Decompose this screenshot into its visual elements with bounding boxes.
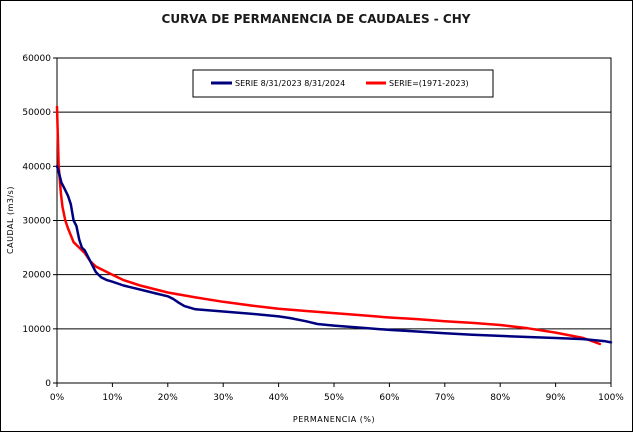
x-tick-label: 30% bbox=[213, 393, 233, 403]
x-axis-title: PERMANENCIA (%) bbox=[293, 415, 375, 424]
series-line-serie-2023-2024 bbox=[55, 165, 613, 344]
y-axis-ticks: 0 10000 20000 30000 40000 50000 60000 bbox=[22, 54, 57, 389]
x-tick-label: 20% bbox=[158, 393, 178, 403]
x-tick-label: 50% bbox=[324, 393, 344, 403]
legend: SERIE 8/31/2023 8/31/2024 SERIE=(1971-20… bbox=[192, 69, 494, 98]
gridlines bbox=[57, 111, 611, 330]
y-tick-label: 10000 bbox=[22, 325, 51, 335]
chart-title: CURVA DE PERMANENCIA DE CAUDALES - CHY bbox=[162, 12, 471, 26]
legend-box bbox=[192, 69, 494, 98]
series-lines bbox=[55, 105, 613, 346]
x-tick-label: 90% bbox=[546, 393, 566, 403]
x-tick-label: 60% bbox=[379, 393, 399, 403]
y-axis-title: CAUDAL (m3/s) bbox=[6, 186, 15, 254]
y-tick-label: 60000 bbox=[22, 54, 51, 64]
y-tick-label: 50000 bbox=[22, 108, 51, 118]
legend-label-serie-1971-2023: SERIE=(1971-2023) bbox=[389, 79, 469, 88]
y-tick-label: 30000 bbox=[22, 217, 51, 227]
x-axis-ticks: 0% 10% 20% 30% 40% 50% 60% 70% 80% 90% 100% bbox=[50, 383, 624, 403]
y-tick-label: 40000 bbox=[22, 162, 51, 172]
series-line-serie-1971-2023 bbox=[55, 105, 602, 346]
y-tick-label: 20000 bbox=[22, 271, 51, 281]
legend-label-serie-2023-2024: SERIE 8/31/2023 8/31/2024 bbox=[235, 79, 345, 88]
y-tick-label: 0 bbox=[45, 379, 51, 389]
x-tick-label: 80% bbox=[490, 393, 510, 403]
x-tick-label: 70% bbox=[435, 393, 455, 403]
x-tick-label: 0% bbox=[50, 393, 65, 403]
x-tick-label: 40% bbox=[269, 393, 289, 403]
x-tick-label: 10% bbox=[102, 393, 122, 403]
x-tick-label: 100% bbox=[598, 393, 624, 403]
